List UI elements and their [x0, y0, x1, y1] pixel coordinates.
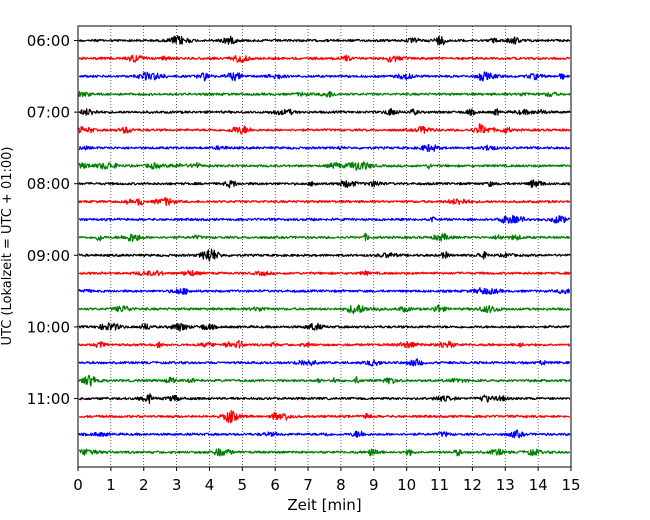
trace-row-3: [78, 71, 571, 82]
y-tick-label: 07:00: [27, 104, 70, 122]
x-axis-title: Zeit [min]: [287, 496, 361, 514]
trace-row-19: [78, 358, 571, 367]
x-tick-label: 0: [73, 476, 83, 494]
trace-layer: [78, 35, 571, 457]
trace-row-18: [78, 339, 571, 349]
x-tick-label: 7: [303, 476, 313, 494]
y-axis-title: UTC (Lokalzeit = UTC + 01:00): [0, 147, 15, 346]
x-tick-label: 1: [106, 476, 116, 494]
trace-row-15: [78, 287, 571, 295]
trace-row-16: [78, 304, 571, 315]
x-tick-label: 3: [172, 476, 182, 494]
x-tick-label: 10: [397, 476, 416, 494]
trace-row-10: [78, 196, 571, 206]
x-tick-label: 14: [529, 476, 548, 494]
x-tick-label: 12: [463, 476, 482, 494]
trace-row-23: [78, 429, 571, 439]
plot-frame: [77, 25, 572, 468]
trace-row-24: [78, 447, 571, 457]
y-tick-label: 09:00: [27, 247, 70, 265]
x-tick-label: 15: [561, 476, 580, 494]
x-tick-label: 6: [270, 476, 280, 494]
trace-row-1: [78, 35, 571, 46]
trace-row-12: [78, 232, 571, 242]
trace-row-13: [78, 248, 571, 262]
x-tick-label: 8: [336, 476, 346, 494]
x-tick-label: 4: [205, 476, 215, 494]
trace-row-21: [78, 393, 571, 405]
trace-row-20: [78, 374, 571, 387]
y-axis: 06:00 07:00 08:00 09:00 10:00 11:00: [27, 32, 78, 408]
x-tick-label: 2: [139, 476, 149, 494]
x-axis: 0 1 2 3 4 5 6 7 8 9 10 11 12 13 14 15: [73, 467, 581, 494]
y-tick-label: 08:00: [27, 175, 70, 193]
trace-row-7: [78, 143, 571, 153]
x-tick-label: 9: [369, 476, 379, 494]
x-tick-label: 5: [238, 476, 248, 494]
trace-row-17: [78, 322, 571, 332]
trace-row-9: [78, 179, 571, 189]
trace-row-4: [78, 90, 571, 98]
x-tick-label: 13: [496, 476, 515, 494]
trace-row-6: [78, 123, 571, 135]
y-tick-label: 10:00: [27, 318, 70, 336]
y-tick-label: 11:00: [27, 390, 70, 408]
trace-row-5: [78, 107, 571, 116]
trace-row-2: [78, 54, 571, 63]
trace-row-8: [78, 161, 571, 171]
y-tick-label: 06:00: [27, 32, 70, 50]
trace-row-11: [78, 214, 571, 224]
trace-row-14: [78, 269, 571, 277]
x-tick-label: 11: [430, 476, 449, 494]
trace-row-22: [78, 409, 571, 424]
